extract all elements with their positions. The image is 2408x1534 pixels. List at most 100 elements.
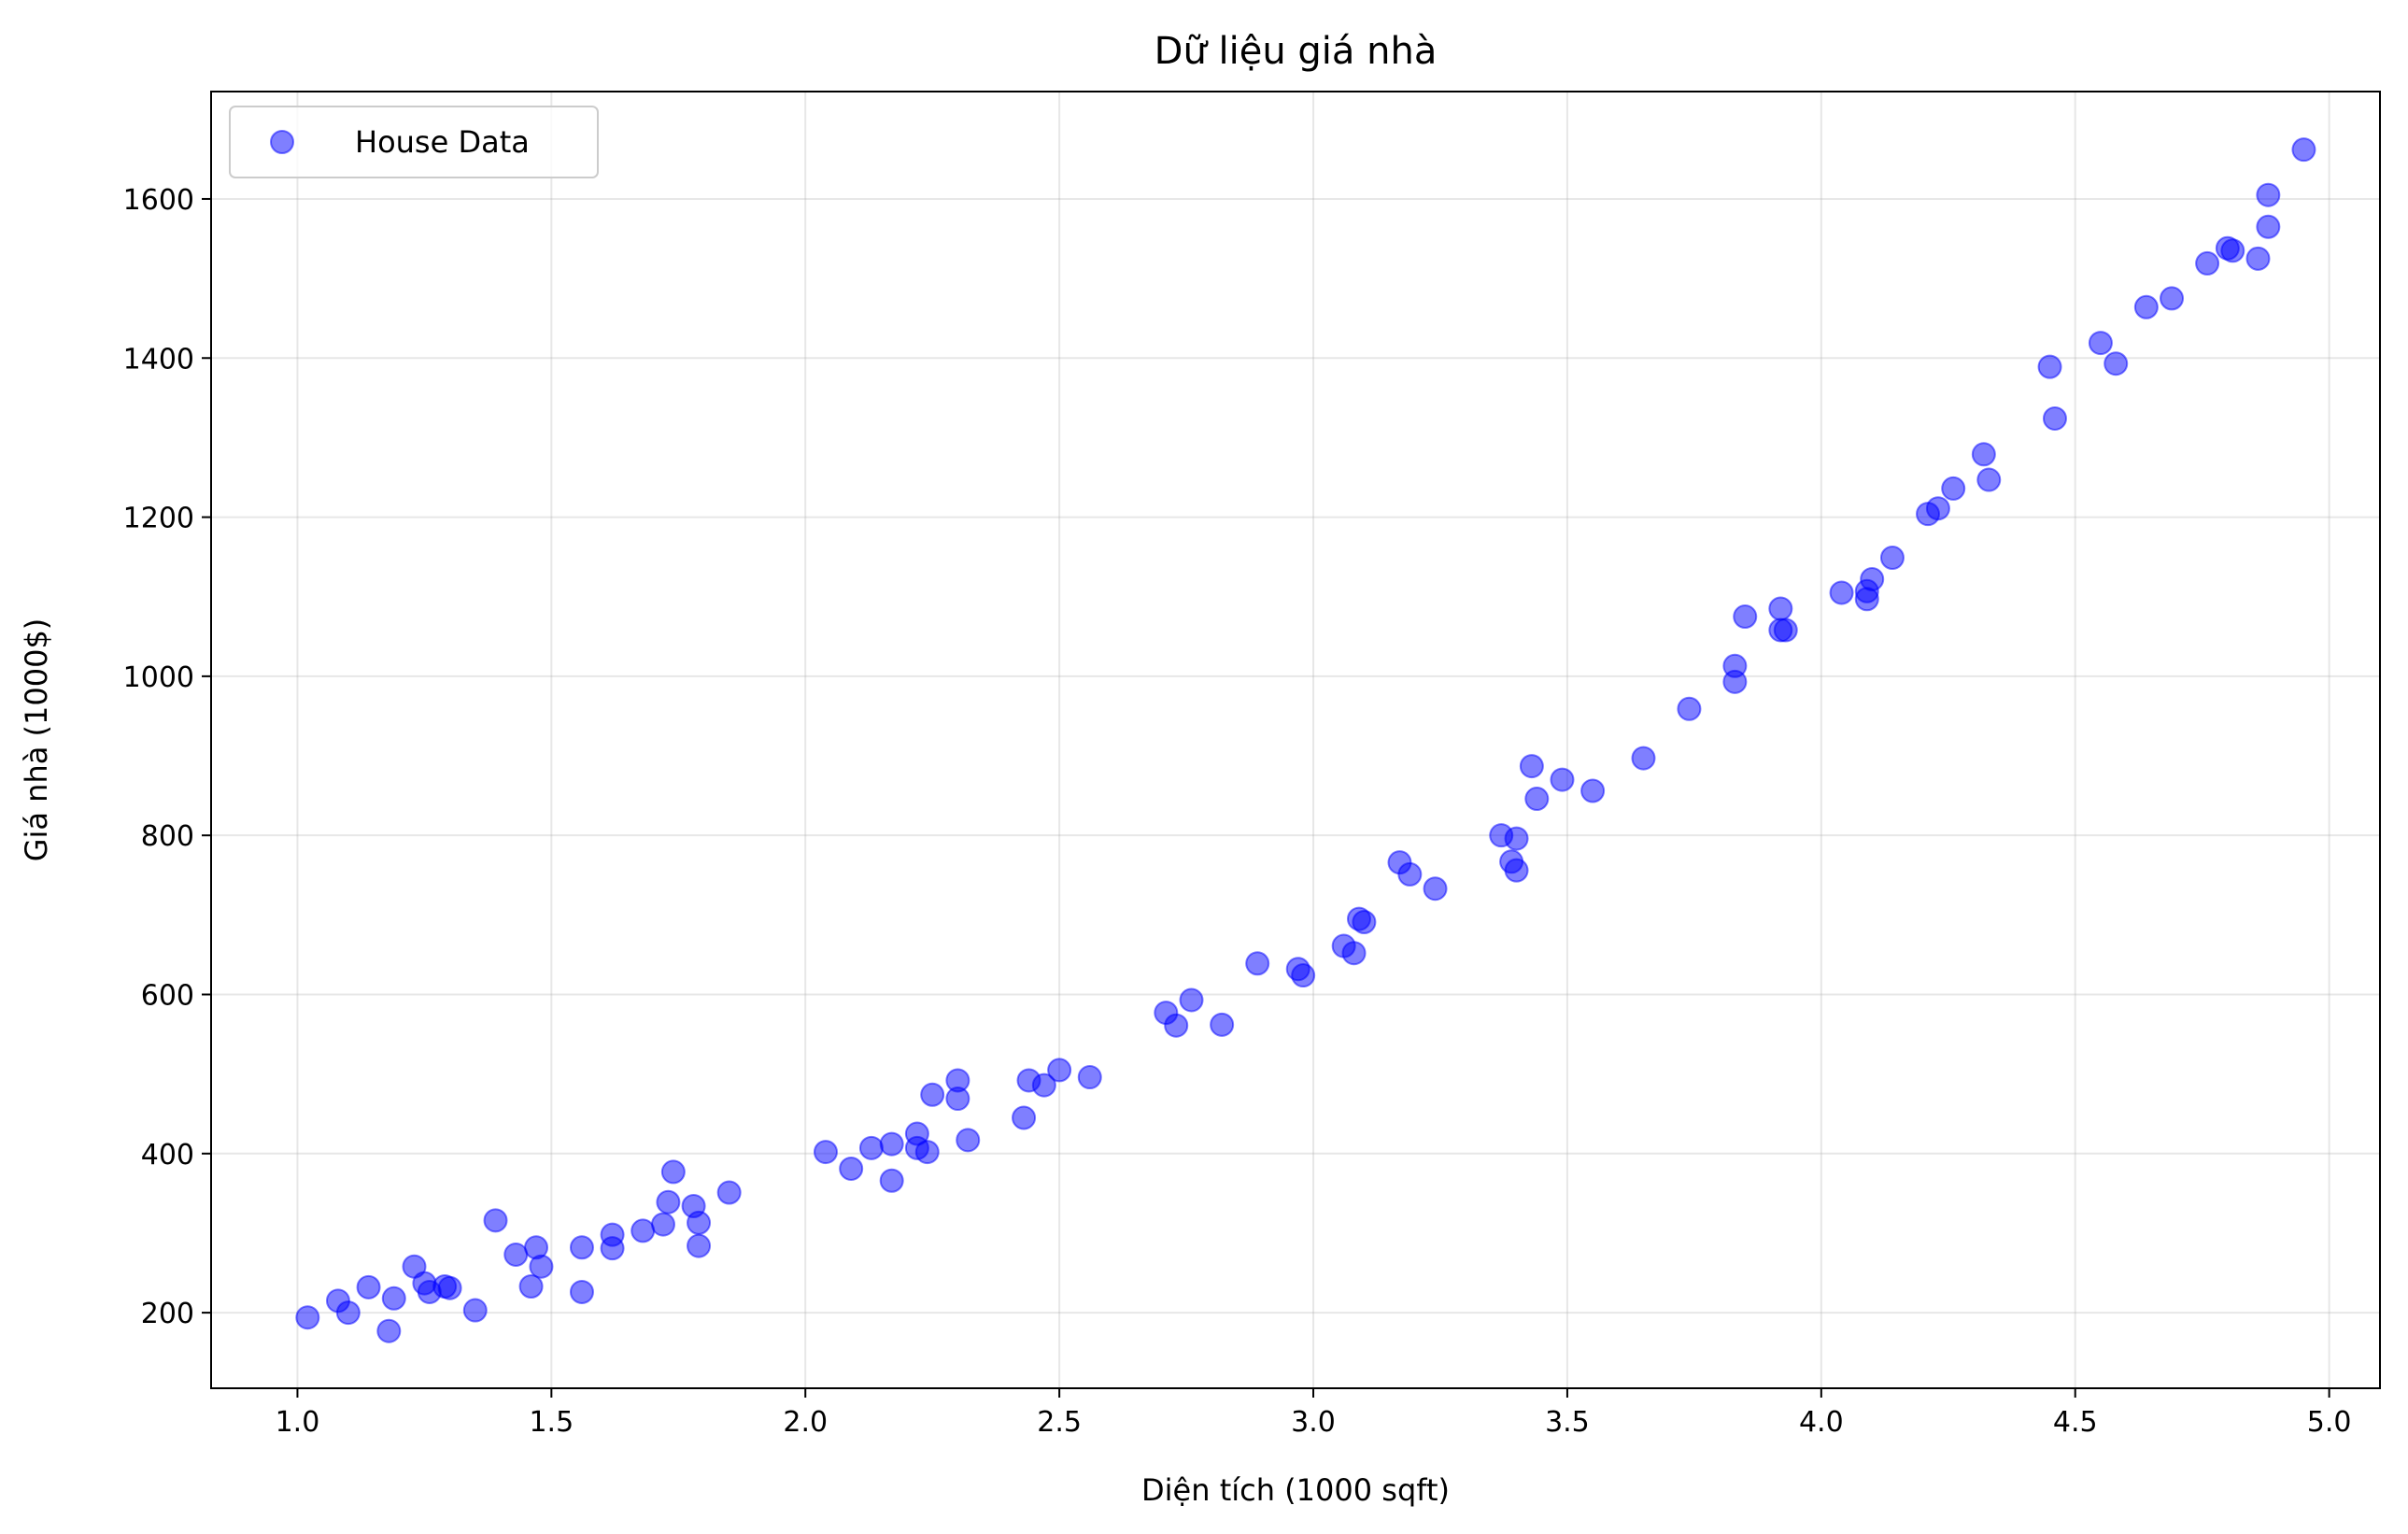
x-axis-label: Diện tích (1000 sqft) bbox=[1141, 1472, 1450, 1508]
data-point bbox=[1031, 1072, 1056, 1098]
axis-ticks: 1.0 1.5 2.0 2.5 3.0 3.5 4.0 4.5 5.0 200 400 600 800 1… bbox=[123, 184, 2352, 1439]
data-point bbox=[295, 1305, 320, 1330]
x-tick-label: 4.5 bbox=[2053, 1406, 2098, 1439]
data-point bbox=[503, 1242, 529, 1267]
plot-frame bbox=[210, 91, 2381, 1389]
data-point bbox=[376, 1318, 402, 1343]
grid bbox=[211, 92, 2380, 1388]
data-point bbox=[687, 1210, 712, 1235]
data-point bbox=[569, 1235, 594, 1260]
legend-label: House Data bbox=[355, 124, 530, 160]
data-point bbox=[569, 1279, 594, 1304]
data-point bbox=[1860, 566, 1885, 591]
data-point bbox=[945, 1087, 970, 1112]
data-point bbox=[1976, 467, 2002, 492]
x-tick-label: 1.0 bbox=[276, 1406, 320, 1439]
data-point bbox=[1550, 767, 1575, 792]
legend-marker bbox=[270, 130, 294, 154]
data-point bbox=[437, 1275, 462, 1300]
data-point bbox=[1423, 876, 1448, 902]
data-point bbox=[858, 1135, 884, 1160]
data-point bbox=[1245, 951, 1270, 976]
data-point bbox=[2037, 354, 2062, 379]
y-axis-label: Giá nhà (1000$) bbox=[19, 618, 54, 862]
y-tick-label: 1600 bbox=[123, 184, 194, 217]
data-point bbox=[1971, 442, 1996, 467]
data-point bbox=[1941, 476, 1966, 501]
x-tick-label: 5.0 bbox=[2307, 1406, 2352, 1439]
y-tick-label: 600 bbox=[141, 979, 194, 1012]
y-tick-label: 400 bbox=[141, 1139, 194, 1172]
data-point bbox=[518, 1274, 544, 1300]
x-tick-label: 2.0 bbox=[783, 1406, 828, 1439]
data-point bbox=[656, 1189, 681, 1214]
data-point bbox=[1210, 1012, 1235, 1037]
y-tick-label: 800 bbox=[141, 820, 194, 853]
data-point bbox=[1631, 746, 1656, 771]
data-point bbox=[1047, 1058, 1072, 1083]
data-point bbox=[1524, 787, 1550, 812]
data-point bbox=[462, 1298, 488, 1323]
data-point bbox=[650, 1212, 675, 1237]
x-tick-label: 1.5 bbox=[529, 1406, 574, 1439]
data-point bbox=[529, 1254, 554, 1279]
data-point bbox=[1397, 861, 1423, 887]
data-point bbox=[2291, 137, 2316, 163]
data-point bbox=[1829, 580, 1854, 605]
data-point bbox=[1580, 778, 1606, 803]
data-point bbox=[1012, 1105, 1037, 1130]
data-point bbox=[2160, 286, 2185, 311]
x-tick-label: 4.0 bbox=[1799, 1406, 1844, 1439]
data-point bbox=[381, 1285, 406, 1311]
x-tick-label: 3.0 bbox=[1291, 1406, 1336, 1439]
data-point bbox=[2256, 182, 2281, 207]
y-tick-label: 200 bbox=[141, 1298, 194, 1330]
data-point bbox=[1352, 910, 1377, 935]
data-point bbox=[1677, 696, 1702, 721]
data-point bbox=[1879, 545, 1905, 570]
data-point bbox=[1077, 1065, 1102, 1090]
data-points bbox=[295, 137, 2316, 1343]
data-point bbox=[1291, 963, 1316, 988]
data-point bbox=[1164, 1013, 1189, 1038]
data-point bbox=[1341, 941, 1367, 966]
data-point bbox=[879, 1131, 904, 1157]
data-point bbox=[335, 1300, 361, 1326]
data-point bbox=[600, 1236, 625, 1261]
data-point bbox=[630, 1218, 656, 1243]
data-point bbox=[687, 1233, 712, 1258]
legend-box bbox=[229, 106, 599, 178]
data-point bbox=[914, 1140, 940, 1165]
data-point bbox=[1768, 596, 1793, 621]
data-point bbox=[1925, 496, 1950, 521]
data-point bbox=[920, 1082, 945, 1107]
data-point bbox=[2245, 246, 2271, 271]
data-point bbox=[1854, 587, 1879, 612]
data-point bbox=[2088, 331, 2113, 356]
data-point bbox=[2195, 250, 2220, 276]
data-point bbox=[1733, 604, 1758, 630]
data-point bbox=[956, 1128, 981, 1153]
legend: House Data bbox=[229, 106, 599, 178]
data-point bbox=[1773, 618, 1798, 643]
data-point bbox=[1179, 987, 1204, 1013]
data-point bbox=[839, 1156, 864, 1181]
data-point bbox=[483, 1208, 508, 1233]
data-point bbox=[1504, 858, 1529, 883]
data-point bbox=[1504, 826, 1529, 851]
data-point bbox=[2103, 351, 2129, 376]
data-point bbox=[2042, 405, 2067, 431]
y-tick-label: 1000 bbox=[123, 661, 194, 694]
data-point bbox=[1722, 669, 1748, 694]
chart-title: Dữ liệu giá nhà bbox=[1154, 30, 1438, 73]
data-point bbox=[716, 1180, 742, 1205]
y-tick-label: 1200 bbox=[123, 503, 194, 535]
data-point bbox=[879, 1168, 904, 1193]
data-point bbox=[813, 1140, 838, 1165]
y-tick-label: 1400 bbox=[123, 343, 194, 376]
data-point bbox=[2220, 238, 2245, 263]
data-point bbox=[660, 1159, 686, 1185]
data-point bbox=[2133, 294, 2159, 320]
